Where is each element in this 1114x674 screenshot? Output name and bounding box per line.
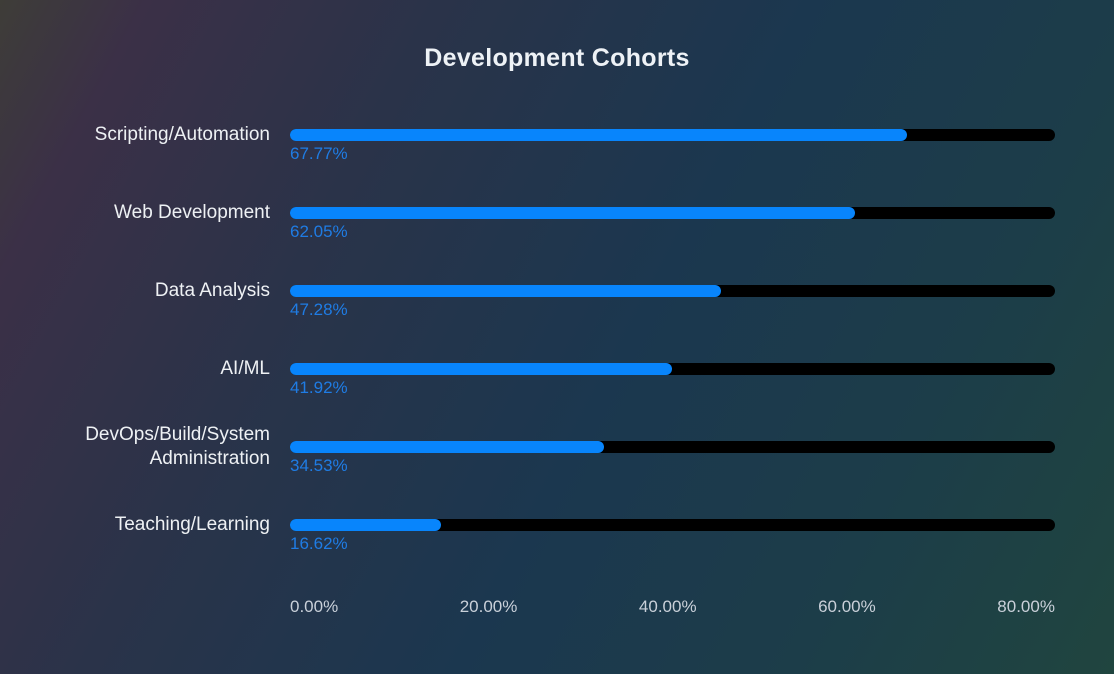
category-label: Teaching/Learning: [114, 514, 270, 536]
chart-row: Teaching/Learning 16.62%: [0, 486, 1055, 564]
chart-row: DevOps/Build/System Administration 34.53…: [0, 408, 1055, 486]
bar-fill: [290, 363, 672, 375]
category-label: Web Development: [114, 202, 270, 224]
category-label: Data Analysis: [154, 280, 270, 302]
value-label: 62.05%: [290, 222, 348, 241]
x-tick-label: 80.00%: [997, 597, 1055, 616]
bar-fill: [290, 285, 721, 297]
x-axis: 0.00% 20.00% 40.00% 60.00% 80.00%: [0, 597, 1055, 617]
value-label: 67.77%: [290, 144, 348, 163]
x-axis-labels: 0.00% 20.00% 40.00% 60.00% 80.00%: [290, 597, 1055, 617]
bar-cell: 34.53%: [290, 408, 1055, 486]
chart-row: Web Development 62.05%: [0, 174, 1055, 252]
bar-cell: 16.62%: [290, 486, 1055, 564]
x-tick-label: 0.00%: [290, 597, 339, 616]
x-tick-label: 60.00%: [818, 597, 876, 616]
bar-track: [290, 285, 1055, 297]
bar-fill: [290, 441, 605, 453]
category-label: DevOps/Build/System Administration: [85, 424, 270, 469]
bar-cell: 41.92%: [290, 330, 1055, 408]
bar-track: [290, 519, 1055, 531]
bar-cell: 62.05%: [290, 174, 1055, 252]
x-tick-label: 20.00%: [459, 597, 518, 616]
value-label: 34.53%: [290, 456, 348, 475]
chart-title: Development Cohorts: [424, 44, 690, 72]
value-label: 47.28%: [290, 300, 348, 319]
category-label: AI/ML: [220, 358, 270, 380]
bar-cell: 67.77%: [290, 96, 1055, 174]
bar-chart: Scripting/Automation 67.77% Web Developm…: [0, 96, 1055, 617]
bar-fill: [290, 207, 856, 219]
chart-row: Scripting/Automation 67.77%: [0, 96, 1055, 174]
x-tick-label: 40.00%: [638, 597, 697, 616]
chart-row: Data Analysis 47.28%: [0, 252, 1055, 330]
bar-fill: [290, 129, 908, 141]
bar-fill: [290, 519, 442, 531]
x-axis-spacer: [0, 597, 290, 617]
value-label: 41.92%: [290, 378, 348, 397]
chart-rows: Scripting/Automation 67.77% Web Developm…: [0, 96, 1055, 564]
category-label: Scripting/Automation: [94, 124, 270, 146]
bar-track: [290, 363, 1055, 375]
bar-track: [290, 207, 1055, 219]
bar-cell: 47.28%: [290, 252, 1055, 330]
value-label: 16.62%: [290, 534, 348, 553]
chart-row: AI/ML 41.92%: [0, 330, 1055, 408]
bar-track: [290, 441, 1055, 453]
bar-track: [290, 129, 1055, 141]
